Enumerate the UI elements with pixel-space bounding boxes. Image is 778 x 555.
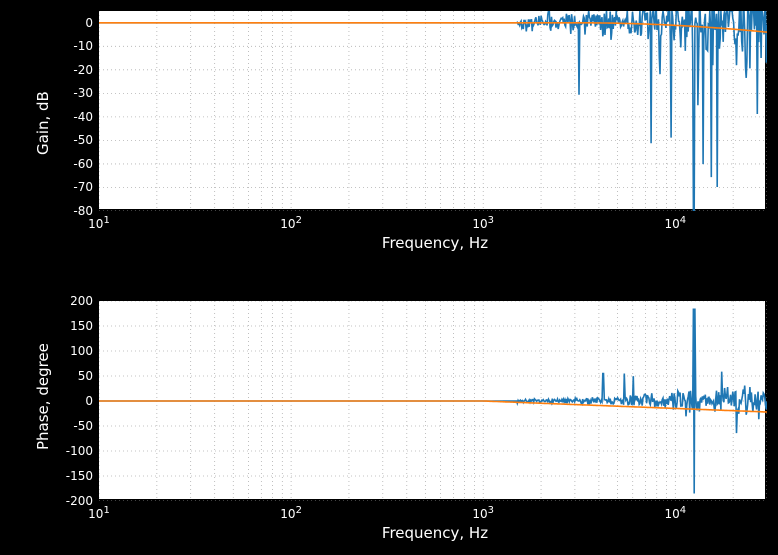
ytick-label: -100 [66,444,99,458]
plot-gain [99,11,767,211]
xtick-label: 101 [88,499,110,521]
xtick-label: 104 [665,209,687,231]
ytick-label: 100 [70,344,99,358]
ytick-label: -70 [73,180,99,194]
figure: -80-70-60-50-40-30-20-100 101102103104 G… [0,0,778,555]
ytick-label: -50 [73,133,99,147]
panel-phase: -200-150-100-50050100150200 101102103104 [98,300,766,500]
ytick-label: -30 [73,86,99,100]
ylabel-phase: Phase, degree [34,343,52,450]
ytick-label: 200 [70,294,99,308]
xtick-label: 102 [280,499,302,521]
panel-gain: -80-70-60-50-40-30-20-100 101102103104 [98,10,766,210]
ytick-label: -10 [73,39,99,53]
plot-phase [99,301,767,501]
ytick-label: -40 [73,110,99,124]
xtick-label: 104 [665,499,687,521]
xtick-label: 103 [472,209,494,231]
xtick-label: 101 [88,209,110,231]
xlabel-gain: Frequency, Hz [335,234,535,252]
ytick-label: -150 [66,469,99,483]
ytick-label: -50 [73,419,99,433]
xlabel-phase: Frequency, Hz [335,524,535,542]
xtick-label: 102 [280,209,302,231]
ytick-label: 150 [70,319,99,333]
ytick-label: -60 [73,157,99,171]
xtick-label: 103 [472,499,494,521]
ylabel-gain: Gain, dB [34,91,52,155]
ytick-label: -20 [73,63,99,77]
ytick-label: 50 [78,369,99,383]
ytick-label: 0 [85,394,99,408]
ytick-label: 0 [85,16,99,30]
